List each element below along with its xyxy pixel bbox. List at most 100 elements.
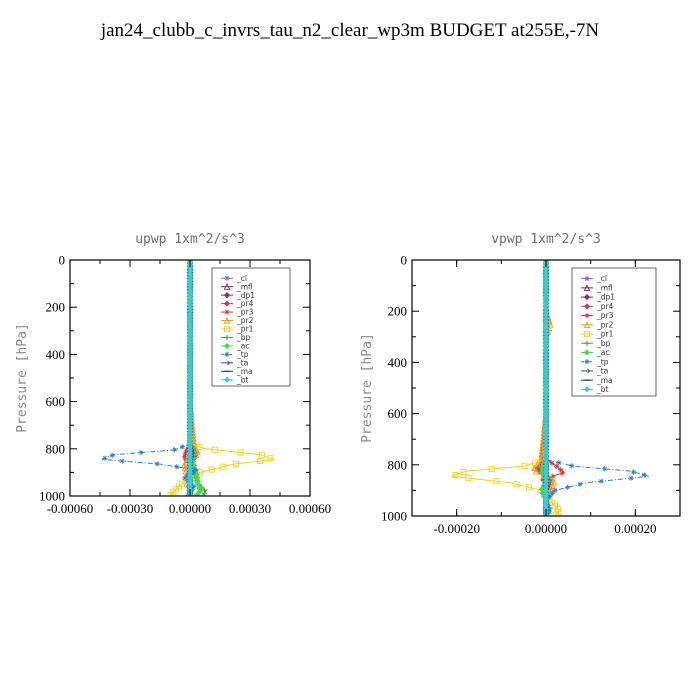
data-point: [493, 478, 500, 485]
data-point: [525, 484, 533, 491]
data-point: [196, 488, 204, 495]
y-axis-label: Pressure [hPa]: [360, 333, 375, 443]
legend-marker: [224, 360, 231, 366]
data-point: [154, 461, 160, 467]
data-point: [452, 471, 459, 479]
data-point: [532, 467, 540, 475]
legend-marker: [583, 386, 591, 393]
legend-marker: [223, 292, 231, 299]
x-tick-label: 0.00030: [229, 501, 271, 516]
x-tick-label: -0.00030: [107, 501, 154, 516]
y-tick-label: 1000: [381, 509, 407, 524]
legend-marker: [583, 303, 591, 310]
legend-marker: [224, 351, 230, 357]
data-point: [190, 469, 196, 475]
legend-label: _ac: [596, 348, 609, 357]
data-point: [191, 483, 197, 490]
series-group: [101, 260, 275, 496]
data-point: [488, 465, 495, 472]
data-point: [182, 450, 188, 456]
x-tick-label: 0.00000: [169, 501, 211, 516]
data-point: [602, 466, 608, 472]
data-point: [119, 458, 125, 464]
data-point: [259, 452, 266, 459]
data-point: [559, 470, 565, 476]
data-point: [554, 505, 561, 512]
y-tick-label: 800: [388, 457, 408, 472]
data-point: [179, 444, 185, 450]
data-point: [531, 464, 538, 471]
data-point: [550, 473, 556, 479]
data-point: [540, 477, 546, 483]
data-point: [172, 447, 178, 453]
data-point: [465, 475, 472, 482]
legend-label: _bp: [596, 339, 611, 348]
data-point: [554, 463, 560, 469]
y-tick-label: 800: [46, 441, 66, 456]
data-point: [552, 487, 558, 493]
data-point: [220, 463, 227, 470]
y-tick-label: 400: [388, 355, 408, 370]
series-markers-bt: [542, 260, 550, 516]
data-point: [564, 484, 571, 490]
data-point: [557, 467, 564, 473]
x-tick-label: -0.00020: [433, 521, 480, 536]
legend-label: _ta: [236, 358, 248, 367]
legend-marker: [584, 340, 590, 346]
data-point: [182, 475, 188, 481]
data-point: [201, 490, 207, 496]
legend-marker: [584, 368, 591, 374]
legend-marker: [583, 330, 591, 338]
data-point: [641, 472, 647, 478]
legend: _cl_mfl_dp1_pr4_pr3_pr2_pr1_bp_ac_tp_ta_…: [571, 267, 657, 397]
data-point: [460, 468, 467, 476]
data-point: [630, 469, 637, 475]
legend: _cl_mfl_dp1_pr4_pr3_pr2_pr1_bp_ac_tp_ta_…: [211, 267, 291, 387]
y-tick-label: 200: [388, 304, 408, 319]
data-point: [549, 482, 556, 489]
series-markers-tp: [102, 260, 198, 496]
data-point: [267, 455, 274, 462]
data-point: [211, 446, 218, 453]
legend-label: _pr1: [236, 325, 254, 334]
legend-marker: [223, 283, 231, 290]
legend-marker: [583, 284, 591, 291]
y-tick-label: 0: [401, 253, 408, 268]
legend-label: _tp: [236, 350, 249, 359]
legend-label: _cl: [236, 274, 247, 283]
series-markers-bt: [186, 260, 194, 496]
legend-label: _tp: [596, 357, 609, 366]
y-tick-label: 400: [46, 347, 66, 362]
y-tick-label: 0: [59, 253, 66, 268]
data-point: [546, 509, 553, 515]
legend-marker: [223, 300, 231, 307]
data-point: [628, 475, 634, 481]
data-point: [194, 491, 201, 496]
data-point: [192, 466, 198, 473]
y-axis-label: Pressure [hPa]: [15, 323, 30, 433]
legend-box: [571, 267, 657, 397]
legend-label: _dp1: [596, 293, 615, 302]
data-point: [102, 455, 108, 461]
legend-marker: [584, 312, 590, 319]
data-point: [237, 449, 244, 456]
data-point: [183, 447, 190, 453]
legend-marker: [224, 334, 230, 341]
legend-marker: [584, 359, 590, 365]
legend-label: _mfl: [236, 282, 253, 291]
data-point: [546, 493, 553, 500]
panel-upwp: upwp 1xm^2/s^3 Pressure [hPa] 0 200 400 600 80…: [15, 232, 331, 516]
data-point: [181, 453, 188, 459]
legend-label: _dp1: [236, 291, 255, 300]
data-point: [521, 462, 528, 469]
y-tick-label: 200: [46, 300, 66, 315]
data-point: [256, 458, 264, 465]
data-point: [598, 478, 604, 484]
series-group: [452, 260, 649, 516]
x-tick-label: 0.00020: [614, 521, 656, 536]
legend-label: _pr3: [236, 308, 254, 317]
y-tick-label: 1000: [39, 489, 65, 504]
data-point: [174, 464, 180, 470]
panel-vpwp: vpwp 1xm^2/s^3 Pressure [hPa] 0 200 400 600 80…: [360, 232, 681, 536]
